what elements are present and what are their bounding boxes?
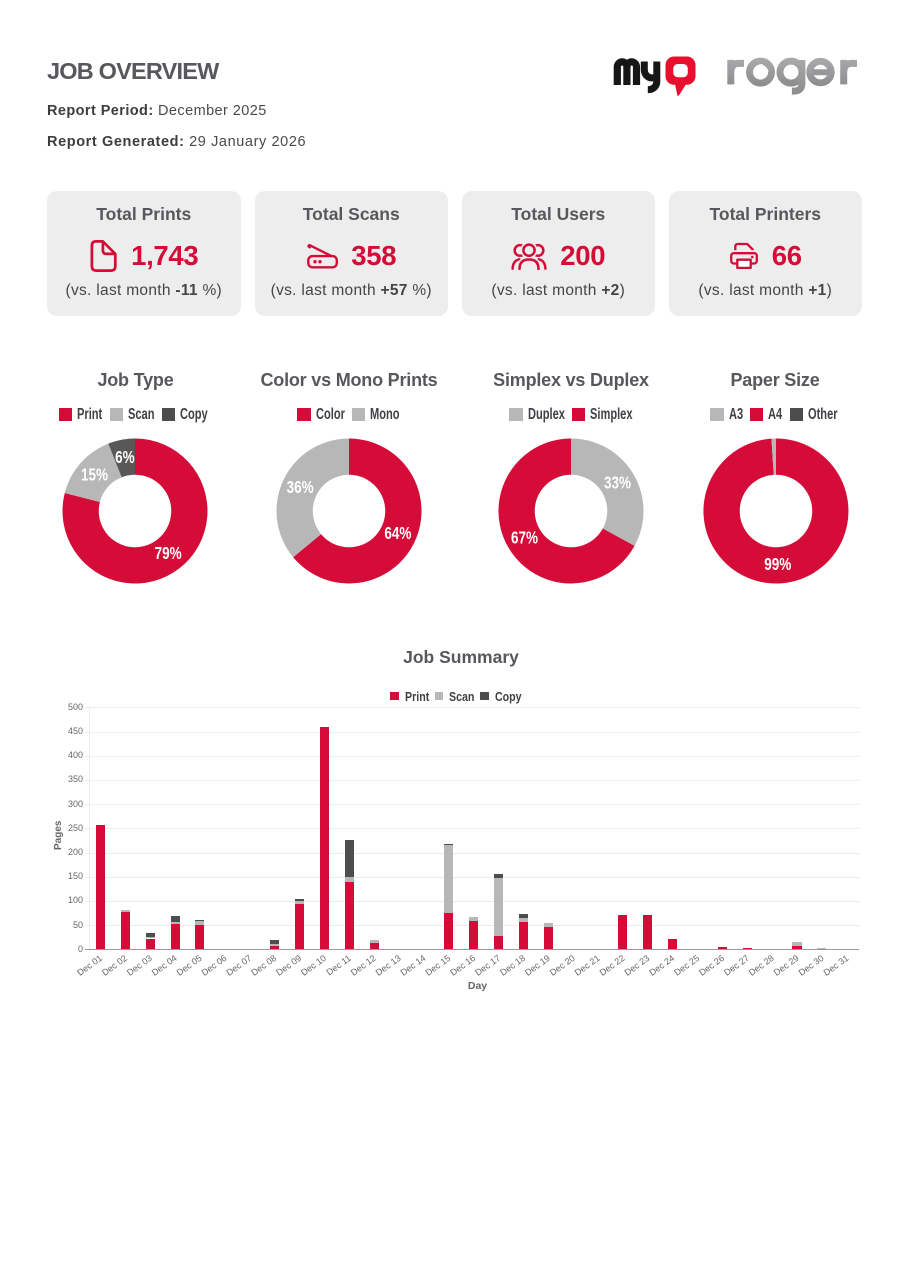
svg-text:Dec 31: Dec 31 [822, 953, 851, 978]
svg-text:Dec 24: Dec 24 [647, 953, 676, 978]
svg-text:Dec 23: Dec 23 [622, 953, 651, 978]
svg-text:Dec 06: Dec 06 [200, 953, 229, 978]
svg-text:99%: 99% [764, 555, 791, 574]
svg-text:Pages: Pages [53, 820, 64, 850]
svg-text:64%: 64% [385, 524, 412, 543]
svg-text:Dec 03: Dec 03 [125, 953, 154, 978]
svg-text:Dec 20: Dec 20 [548, 953, 577, 978]
svg-text:Dec 01: Dec 01 [75, 953, 104, 978]
svg-text:Dec 10: Dec 10 [299, 953, 328, 978]
svg-text:Dec 09: Dec 09 [274, 953, 303, 978]
svg-text:Dec 02: Dec 02 [100, 953, 129, 978]
svg-text:33%: 33% [604, 474, 631, 493]
svg-text:Dec 21: Dec 21 [573, 953, 602, 978]
svg-text:Dec 25: Dec 25 [672, 953, 701, 978]
svg-text:Dec 15: Dec 15 [423, 953, 452, 978]
svg-text:Dec 14: Dec 14 [399, 953, 428, 978]
svg-text:Dec 26: Dec 26 [697, 953, 726, 978]
svg-text:Dec 18: Dec 18 [498, 953, 527, 978]
svg-text:Dec 30: Dec 30 [797, 953, 826, 978]
svg-text:Dec 27: Dec 27 [722, 953, 751, 978]
svg-text:79%: 79% [155, 544, 182, 563]
svg-text:15%: 15% [81, 465, 108, 484]
svg-text:Dec 05: Dec 05 [175, 953, 204, 978]
svg-text:Dec 19: Dec 19 [523, 953, 552, 978]
svg-text:Dec 12: Dec 12 [349, 953, 378, 978]
svg-text:Dec 04: Dec 04 [150, 953, 179, 978]
svg-text:Dec 08: Dec 08 [249, 953, 278, 978]
svg-text:67%: 67% [511, 529, 538, 548]
svg-text:Dec 16: Dec 16 [448, 953, 477, 978]
svg-text:Dec 29: Dec 29 [772, 953, 801, 978]
svg-text:Dec 17: Dec 17 [473, 953, 502, 978]
svg-text:Dec 13: Dec 13 [374, 953, 403, 978]
svg-text:6%: 6% [116, 448, 135, 467]
svg-text:Dec 11: Dec 11 [324, 953, 352, 977]
svg-text:36%: 36% [287, 478, 314, 497]
svg-text:Dec 07: Dec 07 [224, 953, 253, 978]
svg-text:Dec 22: Dec 22 [598, 953, 627, 978]
svg-text:Dec 28: Dec 28 [747, 953, 776, 978]
